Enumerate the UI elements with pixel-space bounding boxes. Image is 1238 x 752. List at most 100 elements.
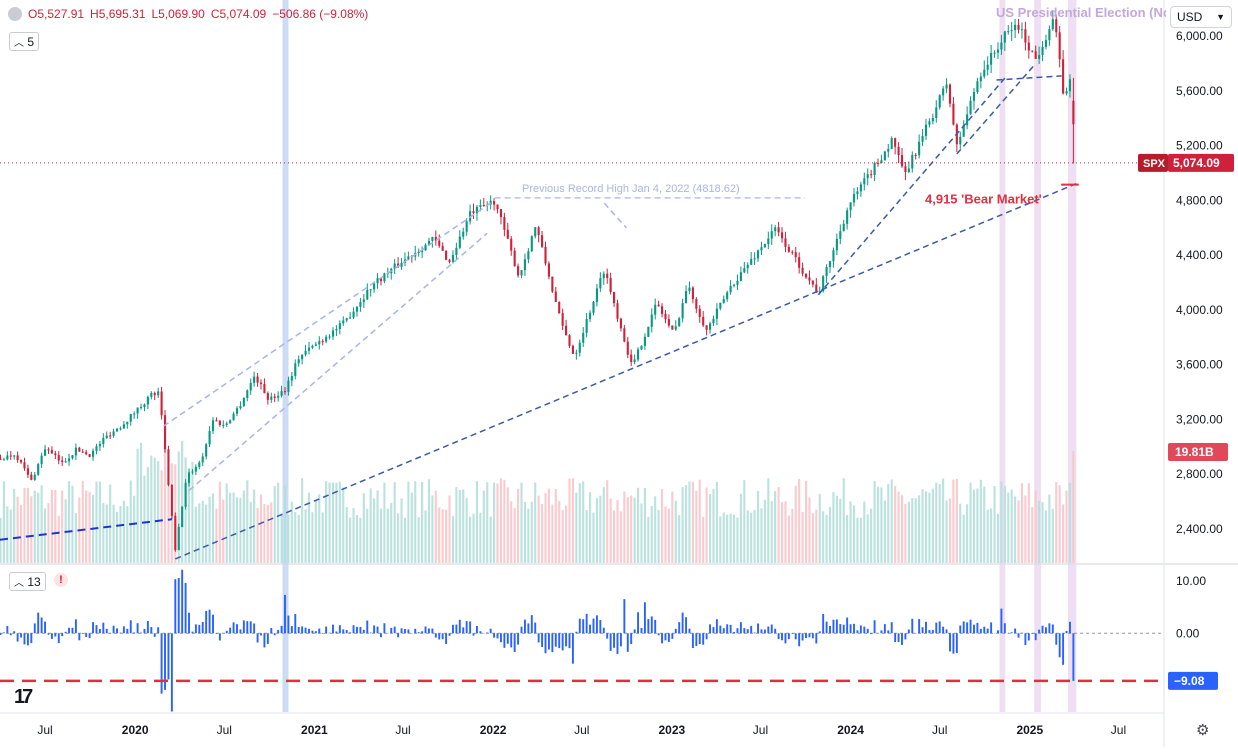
candle-body bbox=[102, 438, 105, 444]
candle-body bbox=[208, 431, 211, 445]
candle-body bbox=[71, 455, 74, 459]
volume-bar bbox=[479, 512, 482, 563]
osc-tick-label: 0.00 bbox=[1176, 626, 1200, 640]
candle-body bbox=[825, 267, 828, 277]
volume-bar bbox=[777, 487, 780, 563]
candle-body bbox=[815, 284, 818, 293]
volume-bar bbox=[506, 487, 509, 563]
candle-body bbox=[81, 451, 84, 453]
candle-body bbox=[705, 325, 708, 330]
candle-body bbox=[133, 413, 136, 415]
candle-body bbox=[887, 148, 890, 152]
currency-select[interactable]: USD ▼ bbox=[1170, 6, 1232, 28]
volume-bar bbox=[664, 506, 667, 563]
volume-bar bbox=[568, 478, 571, 563]
candle-body bbox=[547, 263, 550, 277]
symbol-badge bbox=[1138, 153, 1168, 172]
candle-body bbox=[366, 289, 369, 300]
volume-bar bbox=[924, 491, 928, 563]
candle-body bbox=[479, 205, 482, 207]
volume-bar bbox=[314, 499, 317, 563]
volume-bar bbox=[938, 484, 941, 563]
volume-bar bbox=[493, 482, 496, 563]
alert-icon[interactable]: ! bbox=[54, 573, 68, 587]
candle-body bbox=[218, 420, 221, 426]
volume-bar bbox=[211, 493, 215, 563]
volume-bar bbox=[990, 508, 993, 563]
volume-bar bbox=[163, 441, 167, 563]
candle-body bbox=[424, 244, 427, 251]
candle-body bbox=[767, 238, 770, 245]
volume-bar bbox=[301, 478, 304, 563]
volume-bar bbox=[222, 499, 225, 563]
candle-body bbox=[153, 392, 156, 396]
volume-bar bbox=[565, 505, 568, 563]
candle-body bbox=[822, 276, 825, 292]
volume-bar bbox=[880, 487, 883, 563]
volume-bar bbox=[787, 515, 790, 563]
candle-body bbox=[489, 200, 492, 205]
candle-body bbox=[328, 336, 331, 338]
volume-bar bbox=[801, 511, 804, 563]
candle-body bbox=[105, 435, 108, 439]
candle-body bbox=[979, 76, 982, 82]
volume-bar bbox=[643, 487, 646, 563]
volume-bar bbox=[907, 501, 910, 563]
indicator-count-badge[interactable]: ︿ 5 bbox=[9, 32, 40, 51]
volume-bar bbox=[311, 512, 314, 563]
candle-body bbox=[280, 391, 283, 396]
volume-bar bbox=[455, 487, 458, 563]
volume-bar bbox=[1031, 507, 1034, 563]
collapse-icon: ︿ bbox=[14, 38, 24, 49]
candle-body bbox=[592, 301, 595, 313]
candle-body bbox=[623, 328, 626, 342]
volume-bar bbox=[181, 441, 184, 563]
candle-body bbox=[191, 471, 194, 473]
volume-bar bbox=[890, 479, 893, 563]
event-label[interactable]: US Presidential Election (No bbox=[996, 5, 1166, 20]
candle-body bbox=[1072, 100, 1075, 125]
volume-bar bbox=[246, 480, 249, 563]
gear-icon[interactable]: ⚙ bbox=[1196, 722, 1210, 739]
volume-bar bbox=[547, 488, 550, 563]
volume-bar bbox=[952, 479, 955, 563]
time-tick-label: Jul bbox=[395, 723, 410, 737]
candle-body bbox=[746, 264, 749, 269]
volume-bar bbox=[1003, 485, 1006, 563]
volume-bar bbox=[47, 503, 50, 563]
candle-body bbox=[897, 146, 900, 156]
candle-body bbox=[818, 291, 821, 293]
volume-bar bbox=[297, 514, 300, 563]
volume-bar bbox=[146, 467, 149, 563]
volume-bar bbox=[921, 489, 924, 563]
volume-bar bbox=[417, 517, 420, 563]
candle-body bbox=[499, 209, 503, 218]
volume-bar bbox=[602, 487, 605, 563]
volume-bar bbox=[1044, 510, 1048, 563]
volume-bar bbox=[43, 508, 47, 563]
volume-bar bbox=[743, 480, 746, 563]
candle-body bbox=[493, 200, 496, 205]
candle-body bbox=[880, 160, 883, 163]
candle-body bbox=[215, 420, 218, 422]
candle-body bbox=[109, 435, 112, 437]
volume-bar bbox=[537, 495, 540, 563]
volume-bar bbox=[1055, 482, 1058, 563]
candle-body bbox=[640, 345, 643, 350]
candle-body bbox=[914, 154, 917, 156]
volume-bar bbox=[866, 514, 869, 563]
volume-bar bbox=[911, 498, 914, 563]
volume-bar bbox=[373, 498, 376, 563]
volume-bar bbox=[832, 492, 835, 563]
candle-body bbox=[222, 424, 225, 426]
candle-body bbox=[948, 84, 952, 104]
candle-body bbox=[242, 397, 245, 406]
candle-body bbox=[1048, 29, 1051, 41]
oscillator-badge[interactable]: ︿ 13 bbox=[9, 572, 46, 591]
volume-bar bbox=[935, 482, 938, 563]
volume-bar bbox=[657, 509, 660, 563]
symbol-logo-icon[interactable] bbox=[8, 7, 22, 21]
volume-bar bbox=[979, 479, 982, 563]
volume-bar bbox=[486, 482, 489, 563]
